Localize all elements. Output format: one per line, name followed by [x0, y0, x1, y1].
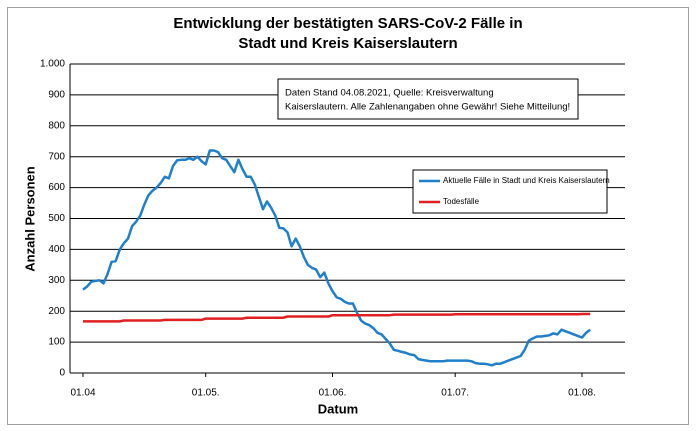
x-axis-title: Datum	[318, 401, 358, 416]
y-tick-label: 200	[48, 306, 65, 317]
y-tick-label: 600	[48, 182, 65, 193]
y-tick-label: 100	[48, 337, 65, 348]
legend-label: Aktuelle Fälle in Stadt und Kreis Kaiser…	[443, 176, 610, 185]
y-axis-title: Anzahl Personen	[22, 166, 37, 272]
y-tick-label: 700	[48, 151, 65, 162]
x-tick-label: 01.07.	[441, 388, 469, 399]
legend-entries: Aktuelle Fälle in Stadt und Kreis Kaiser…	[419, 176, 610, 206]
y-tick-label: 0	[59, 368, 65, 379]
annotation: Kaiserslautern. Alle Zahlenangaben ohne …	[285, 102, 570, 113]
legend	[412, 169, 608, 214]
chart-title: Entwicklung der bestätigten SARS-CoV-2 F…	[173, 15, 522, 32]
x-tick-label: 01.04	[70, 388, 95, 399]
x-tick-label: 01.06.	[319, 388, 347, 399]
y-tick-label: 1.000	[40, 59, 65, 70]
y-tick-label: 300	[48, 275, 65, 286]
annotation-box	[277, 78, 579, 120]
y-tick-label: 400	[48, 244, 65, 255]
y-tick-label: 900	[48, 90, 65, 101]
x-tick-label: 01.05.	[192, 388, 220, 399]
y-tick-label: 500	[48, 213, 65, 224]
series-line	[83, 312, 591, 323]
annotation: Daten Stand 04.08.2021, Quelle: Kreisver…	[285, 88, 494, 99]
legend-label: Todesfälle	[443, 197, 480, 206]
chart-title: Stadt und Kreis Kaiserslautern	[238, 35, 457, 52]
series-line	[82, 149, 591, 367]
y-tick-label: 800	[48, 120, 65, 131]
chart-frame	[7, 7, 689, 425]
x-tick-label: 01.08.	[568, 388, 596, 399]
